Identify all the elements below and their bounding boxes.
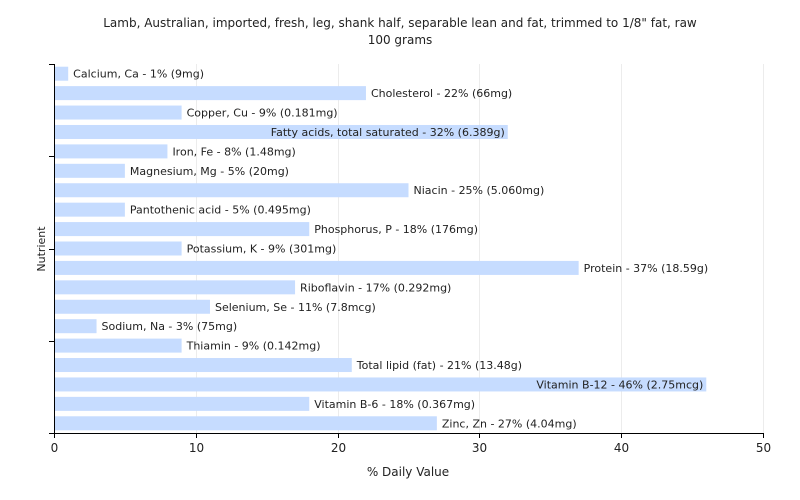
bar-label: Selenium, Se - 11% (7.8mcg) bbox=[215, 301, 376, 314]
x-tick-label: 30 bbox=[472, 441, 487, 455]
bar bbox=[55, 183, 409, 198]
x-tick-label: 40 bbox=[614, 441, 629, 455]
bar bbox=[55, 105, 182, 120]
y-axis-label: Nutrient bbox=[35, 226, 48, 272]
bar bbox=[55, 358, 352, 373]
bar bbox=[55, 396, 310, 411]
x-tick-label: 0 bbox=[51, 441, 59, 455]
chart-subtitle: 100 grams bbox=[368, 33, 433, 47]
x-tick-label: 20 bbox=[331, 441, 346, 455]
chart-title: Lamb, Australian, imported, fresh, leg, … bbox=[103, 16, 697, 30]
bar-label: Phosphorus, P - 18% (176mg) bbox=[314, 223, 478, 236]
bar bbox=[55, 260, 579, 275]
bar bbox=[55, 377, 707, 392]
bar bbox=[55, 163, 125, 178]
bar bbox=[55, 416, 437, 431]
bar-label: Calcium, Ca - 1% (9mg) bbox=[73, 68, 204, 81]
bar bbox=[55, 66, 69, 81]
bar-label: Pantothenic acid - 5% (0.495mg) bbox=[130, 204, 311, 217]
bar bbox=[55, 280, 296, 295]
bar bbox=[55, 144, 168, 159]
bar-label: Riboflavin - 17% (0.292mg) bbox=[300, 281, 451, 294]
bar-label: Vitamin B-6 - 18% (0.367mg) bbox=[314, 398, 475, 411]
bar-label: Potassium, K - 9% (301mg) bbox=[187, 243, 337, 256]
bar-label: Magnesium, Mg - 5% (20mg) bbox=[130, 165, 289, 178]
bar-label: Fatty acids, total saturated - 32% (6.38… bbox=[271, 126, 505, 139]
bar bbox=[55, 202, 125, 217]
bar bbox=[55, 319, 97, 334]
bar-label: Zinc, Zn - 27% (4.04mg) bbox=[442, 417, 577, 430]
bar bbox=[55, 124, 508, 139]
bar-label: Total lipid (fat) - 21% (13.48g) bbox=[356, 359, 522, 372]
bars: Calcium, Ca - 1% (9mg) Cholesterol - 22% … bbox=[55, 66, 709, 431]
bar-label: Iron, Fe - 8% (1.48mg) bbox=[172, 145, 295, 158]
bar-label: Vitamin B-12 - 46% (2.75mcg) bbox=[536, 378, 703, 391]
bar-label: Copper, Cu - 9% (0.181mg) bbox=[187, 107, 338, 120]
x-tick-label: 50 bbox=[756, 441, 771, 455]
bar-label: Protein - 37% (18.59g) bbox=[584, 262, 709, 275]
axes: 0 10 20 30 40 50 bbox=[49, 64, 771, 455]
bar-label: Niacin - 25% (5.060mg) bbox=[414, 184, 545, 197]
bar bbox=[55, 299, 210, 314]
x-axis-label: % Daily Value bbox=[367, 465, 449, 479]
bar bbox=[55, 222, 310, 237]
bar-label: Cholesterol - 22% (66mg) bbox=[371, 87, 512, 100]
bar bbox=[55, 241, 182, 256]
bar bbox=[55, 338, 182, 353]
x-tick-label: 10 bbox=[189, 441, 204, 455]
bar-label: Thiamin - 9% (0.142mg) bbox=[186, 340, 321, 353]
bar-label: Sodium, Na - 3% (75mg) bbox=[102, 320, 238, 333]
bar bbox=[55, 86, 366, 101]
